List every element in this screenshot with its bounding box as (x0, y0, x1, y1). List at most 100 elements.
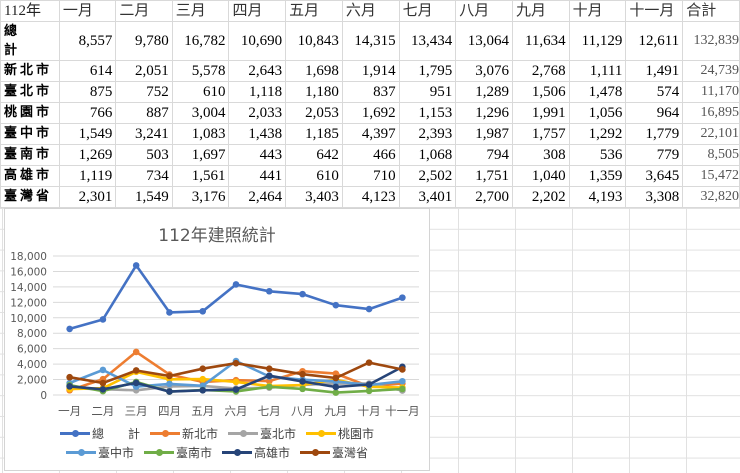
value-cell[interactable]: 3,308 (625, 186, 684, 208)
value-cell[interactable]: 1,292 (568, 123, 627, 145)
data-point-marker[interactable] (232, 359, 240, 367)
month-header[interactable]: 九月 (511, 0, 570, 22)
value-cell[interactable]: 3,176 (171, 186, 230, 208)
total-cell[interactable]: 24,739 (682, 60, 740, 82)
data-point-marker[interactable] (265, 383, 273, 391)
month-header[interactable]: 八月 (455, 0, 513, 22)
value-cell[interactable]: 1,987 (455, 123, 513, 145)
data-point-marker[interactable] (66, 383, 73, 390)
data-point-marker[interactable] (365, 381, 373, 388)
legend-item[interactable]: 臺灣省 (300, 444, 368, 461)
data-point-marker[interactable] (199, 386, 207, 394)
value-cell[interactable]: 10,690 (228, 21, 287, 61)
value-cell[interactable]: 1,111 (568, 60, 627, 82)
value-cell[interactable]: 1,068 (398, 144, 457, 166)
value-cell[interactable]: 1,359 (568, 165, 627, 187)
data-point-marker[interactable] (99, 366, 107, 374)
value-cell[interactable]: 1,561 (171, 165, 230, 187)
value-cell[interactable]: 1,478 (568, 81, 627, 103)
month-header[interactable]: 三月 (171, 0, 230, 22)
data-point-marker[interactable] (332, 383, 340, 391)
line-chart[interactable]: 112年建照統計 0 2,000 4,000 6,000 8,000 10,000 12,0… (4, 208, 430, 471)
value-cell[interactable]: 1,751 (455, 165, 513, 187)
value-cell[interactable]: 1,438 (228, 123, 287, 145)
data-point-marker[interactable] (166, 372, 173, 380)
month-header[interactable]: 一月 (58, 0, 117, 22)
value-cell[interactable]: 1,296 (455, 102, 513, 124)
value-cell[interactable]: 2,768 (511, 60, 570, 82)
value-cell[interactable]: 308 (511, 144, 570, 166)
data-point-marker[interactable] (132, 348, 140, 356)
data-point-marker[interactable] (99, 316, 107, 323)
data-point-marker[interactable] (99, 386, 107, 393)
total-header[interactable]: 合計 (682, 0, 740, 22)
legend-item[interactable]: 新北市 (149, 425, 218, 442)
month-header[interactable]: 十月 (568, 0, 627, 22)
value-cell[interactable]: 3,403 (285, 186, 343, 208)
value-cell[interactable]: 574 (625, 81, 684, 103)
value-cell[interactable]: 1,914 (341, 60, 400, 82)
value-cell[interactable]: 2,643 (228, 60, 287, 82)
data-point-marker[interactable] (265, 377, 273, 385)
data-point-marker[interactable] (299, 370, 306, 378)
value-cell[interactable]: 1,795 (398, 60, 457, 82)
value-cell[interactable]: 12,611 (625, 21, 684, 61)
value-cell[interactable]: 2,053 (285, 102, 343, 124)
legend-item[interactable]: 總 計 (59, 425, 140, 442)
value-cell[interactable]: 2,033 (228, 102, 287, 124)
value-cell[interactable]: 2,464 (228, 186, 287, 208)
value-cell[interactable]: 503 (115, 144, 173, 166)
series-line[interactable] (66, 262, 406, 333)
value-cell[interactable]: 610 (285, 165, 343, 187)
row-label-cell[interactable]: 桃園市 (0, 102, 60, 124)
data-point-marker[interactable] (199, 365, 207, 373)
total-cell[interactable]: 8,505 (682, 144, 740, 166)
data-point-marker[interactable] (132, 367, 140, 374)
series-line[interactable] (66, 359, 406, 387)
row-label-cell[interactable]: 臺中市 (0, 123, 60, 145)
value-cell[interactable]: 11,129 (568, 21, 627, 61)
total-cell[interactable]: 22,101 (682, 123, 740, 145)
value-cell[interactable]: 14,315 (341, 21, 400, 61)
data-point-marker[interactable] (399, 294, 406, 301)
value-cell[interactable]: 710 (341, 165, 400, 187)
data-point-marker[interactable] (365, 359, 373, 366)
data-point-marker[interactable] (132, 262, 140, 269)
row-label-cell[interactable]: 臺南市 (0, 144, 60, 166)
value-cell[interactable]: 1,549 (115, 186, 173, 208)
data-point-marker[interactable] (332, 389, 340, 396)
data-point-marker[interactable] (299, 290, 306, 298)
value-cell[interactable]: 734 (115, 165, 173, 187)
value-cell[interactable]: 3,241 (115, 123, 173, 145)
value-cell[interactable]: 1,491 (625, 60, 684, 82)
data-point-marker[interactable] (265, 365, 273, 373)
value-cell[interactable]: 13,434 (398, 21, 457, 61)
value-cell[interactable]: 4,123 (341, 186, 400, 208)
data-point-marker[interactable] (99, 379, 107, 387)
row-label-cell[interactable]: 高雄市 (0, 165, 60, 187)
data-point-marker[interactable] (299, 385, 306, 393)
data-point-marker[interactable] (132, 379, 140, 387)
corner-cell[interactable]: 112年 (0, 0, 60, 22)
value-cell[interactable]: 8,557 (58, 21, 117, 61)
value-cell[interactable]: 2,502 (398, 165, 457, 187)
legend-item[interactable]: 桃園市 (306, 425, 374, 442)
value-cell[interactable]: 887 (115, 102, 173, 124)
total-cell[interactable]: 32,820 (682, 186, 740, 208)
value-cell[interactable]: 5,578 (171, 60, 230, 82)
value-cell[interactable]: 1,269 (58, 144, 117, 166)
value-cell[interactable]: 1,040 (511, 165, 570, 187)
month-header[interactable]: 五月 (285, 0, 343, 22)
value-cell[interactable]: 1,698 (285, 60, 343, 82)
row-label-cell[interactable]: 臺北市 (0, 81, 60, 103)
value-cell[interactable]: 614 (58, 60, 117, 82)
data-point-marker[interactable] (299, 378, 306, 385)
value-cell[interactable]: 443 (228, 144, 287, 166)
row-label-cell[interactable]: 總計 (0, 21, 60, 61)
data-point-marker[interactable] (199, 375, 207, 383)
value-cell[interactable]: 1,056 (568, 102, 627, 124)
data-point-marker[interactable] (166, 309, 173, 316)
value-cell[interactable]: 3,004 (171, 102, 230, 124)
value-cell[interactable]: 642 (285, 144, 343, 166)
month-header[interactable]: 六月 (341, 0, 400, 22)
